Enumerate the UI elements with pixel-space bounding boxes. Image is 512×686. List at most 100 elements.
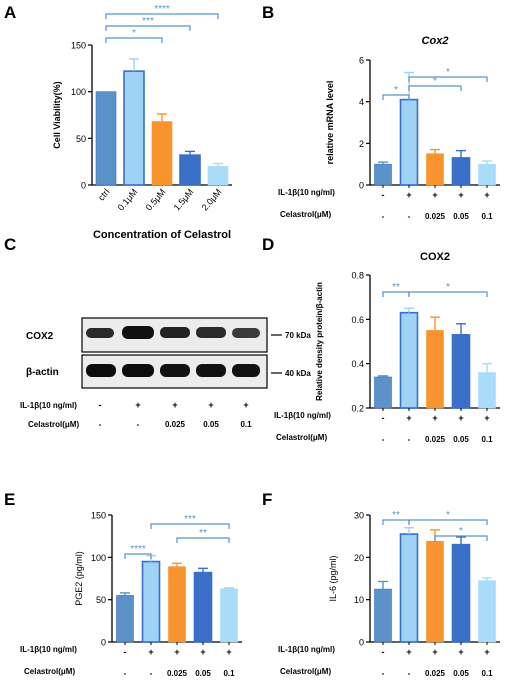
panel-label-d: D [262, 235, 274, 254]
significance-label: ** [392, 282, 400, 293]
treatment-celastrol-cell: 0.1 [481, 435, 493, 444]
treatment-il1b-cell: + [406, 413, 411, 423]
significance-label: * [446, 282, 450, 293]
y-tick-label: 0 [359, 181, 364, 191]
treatment-celastrol-cell: 0.05 [203, 420, 219, 429]
significance-bracket [105, 13, 219, 19]
y-axis-label: Relative density protein/β-actin [315, 282, 324, 401]
y-axis-label: PGE2 (pg/ml) [74, 551, 84, 606]
bar [374, 163, 392, 186]
blot-band [86, 364, 116, 377]
bar [168, 566, 186, 643]
treatment-il1b-cell: + [458, 413, 463, 423]
treatment-il1b-cell: + [200, 647, 205, 657]
panel-label-b: B [262, 3, 274, 22]
y-tick-label: 150 [71, 41, 86, 51]
treatment-celastrol-cell: 0.1 [240, 420, 252, 429]
treatment-celastrol-cell: - [408, 669, 411, 678]
y-tick-label: 30 [354, 511, 364, 521]
treatment-il1b-cell: + [208, 400, 213, 410]
significance-bracket [382, 94, 410, 100]
y-axis-label: IL-6 (pg/ml) [328, 555, 338, 601]
y-tick-label: 2 [359, 139, 364, 149]
treatment-il1b-cell: + [432, 647, 437, 657]
treatment-label-celastrol: Celastrol(μM) [28, 420, 79, 429]
significance-label: ** [392, 510, 400, 521]
significance-label: * [446, 67, 450, 78]
treatment-celastrol-cell: - [408, 212, 411, 221]
x-tick-label: ctrl [96, 187, 111, 203]
treatment-il1b-cell: + [174, 647, 179, 657]
significance-bracket [408, 291, 488, 297]
western-blot: COX2 β-actin 70 kDa 40 kDa [26, 317, 311, 389]
bar [426, 153, 444, 186]
significance-label: * [459, 526, 463, 537]
significance-label: * [446, 510, 450, 521]
treatment-label-celastrol: Celastrol(μM) [280, 210, 331, 219]
bar [207, 166, 229, 186]
y-tick-label: 100 [91, 553, 106, 563]
blot-band [122, 326, 154, 339]
blot-marker-label: 70 kDa [285, 331, 311, 340]
treatment-il1b-cell: + [484, 413, 489, 423]
bar [451, 157, 471, 186]
treatment-celastrol-cell: - [124, 669, 127, 678]
treatment-il1b-cell: + [406, 647, 411, 657]
treatment-celastrol-cell: - [99, 420, 102, 429]
blot-band [232, 364, 260, 377]
treatment-il1b-cell: + [148, 647, 153, 657]
significance-label: *** [184, 514, 196, 525]
significance-bracket [408, 519, 488, 525]
chart-title: COX2 [420, 251, 450, 263]
treatment-label-il1b: IL-1β(10 ng/ml) [278, 645, 335, 654]
significance-bracket [408, 76, 488, 82]
treatment-label-celastrol: Celastrol(μM) [276, 433, 327, 442]
significance-bracket [105, 37, 163, 43]
treatment-il1b-cell: + [484, 190, 489, 200]
treatment-label-celastrol: Celastrol(μM) [24, 667, 75, 676]
significance-bracket [105, 25, 191, 31]
y-tick-label: 0.4 [351, 359, 364, 369]
treatment-il1b-cell: - [382, 647, 385, 657]
y-tick-label: 0 [359, 638, 364, 648]
bar [478, 372, 496, 409]
blot-band [196, 364, 226, 377]
bar [426, 540, 444, 643]
significance-label: **** [154, 4, 170, 15]
treatment-il1b-cell: - [382, 190, 385, 200]
y-tick-label: 100 [71, 87, 86, 97]
y-tick-label: 0 [101, 638, 106, 648]
x-tick-label: 0.1μM [116, 187, 140, 213]
bar [451, 334, 471, 409]
y-tick-label: 4 [359, 97, 364, 107]
treatment-celastrol-cell: 0.05 [453, 669, 469, 678]
treatment-celastrol-cell: 0.1 [481, 212, 493, 221]
y-tick-label: 20 [354, 553, 364, 563]
blot-band [160, 327, 190, 338]
treatment-celastrol-cell: 0.025 [425, 212, 446, 221]
treatment-label-il1b: IL-1β(10 ng/ml) [20, 645, 77, 654]
treatment-il1b-cell: + [458, 190, 463, 200]
significance-label: **** [130, 544, 146, 555]
bar [220, 588, 238, 643]
treatment-celastrol-cell: 0.1 [481, 669, 493, 678]
bar [426, 330, 444, 409]
y-axis-label: Cell Viability(%) [52, 81, 62, 148]
significance-label: * [132, 28, 136, 39]
treatment-il1b-cell: + [172, 400, 177, 410]
y-axis-label: relative mRNA level [325, 81, 335, 165]
treatment-celastrol-cell: - [150, 669, 153, 678]
bar [95, 91, 117, 186]
treatment-il1b-cell: + [226, 647, 231, 657]
treatment-celastrol-cell: - [382, 212, 385, 221]
treatment-celastrol-cell: 0.025 [425, 435, 446, 444]
treatment-celastrol-cell: - [382, 669, 385, 678]
treatment-label-il1b: IL-1β(10 ng/ml) [274, 411, 331, 420]
blot-row-label: COX2 [26, 331, 54, 342]
y-tick-label: 0.8 [351, 271, 364, 281]
panel-label-c: C [4, 235, 16, 254]
x-axis-label: Concentration of Celastrol [93, 229, 231, 241]
bar [123, 70, 145, 186]
bar [478, 580, 496, 643]
